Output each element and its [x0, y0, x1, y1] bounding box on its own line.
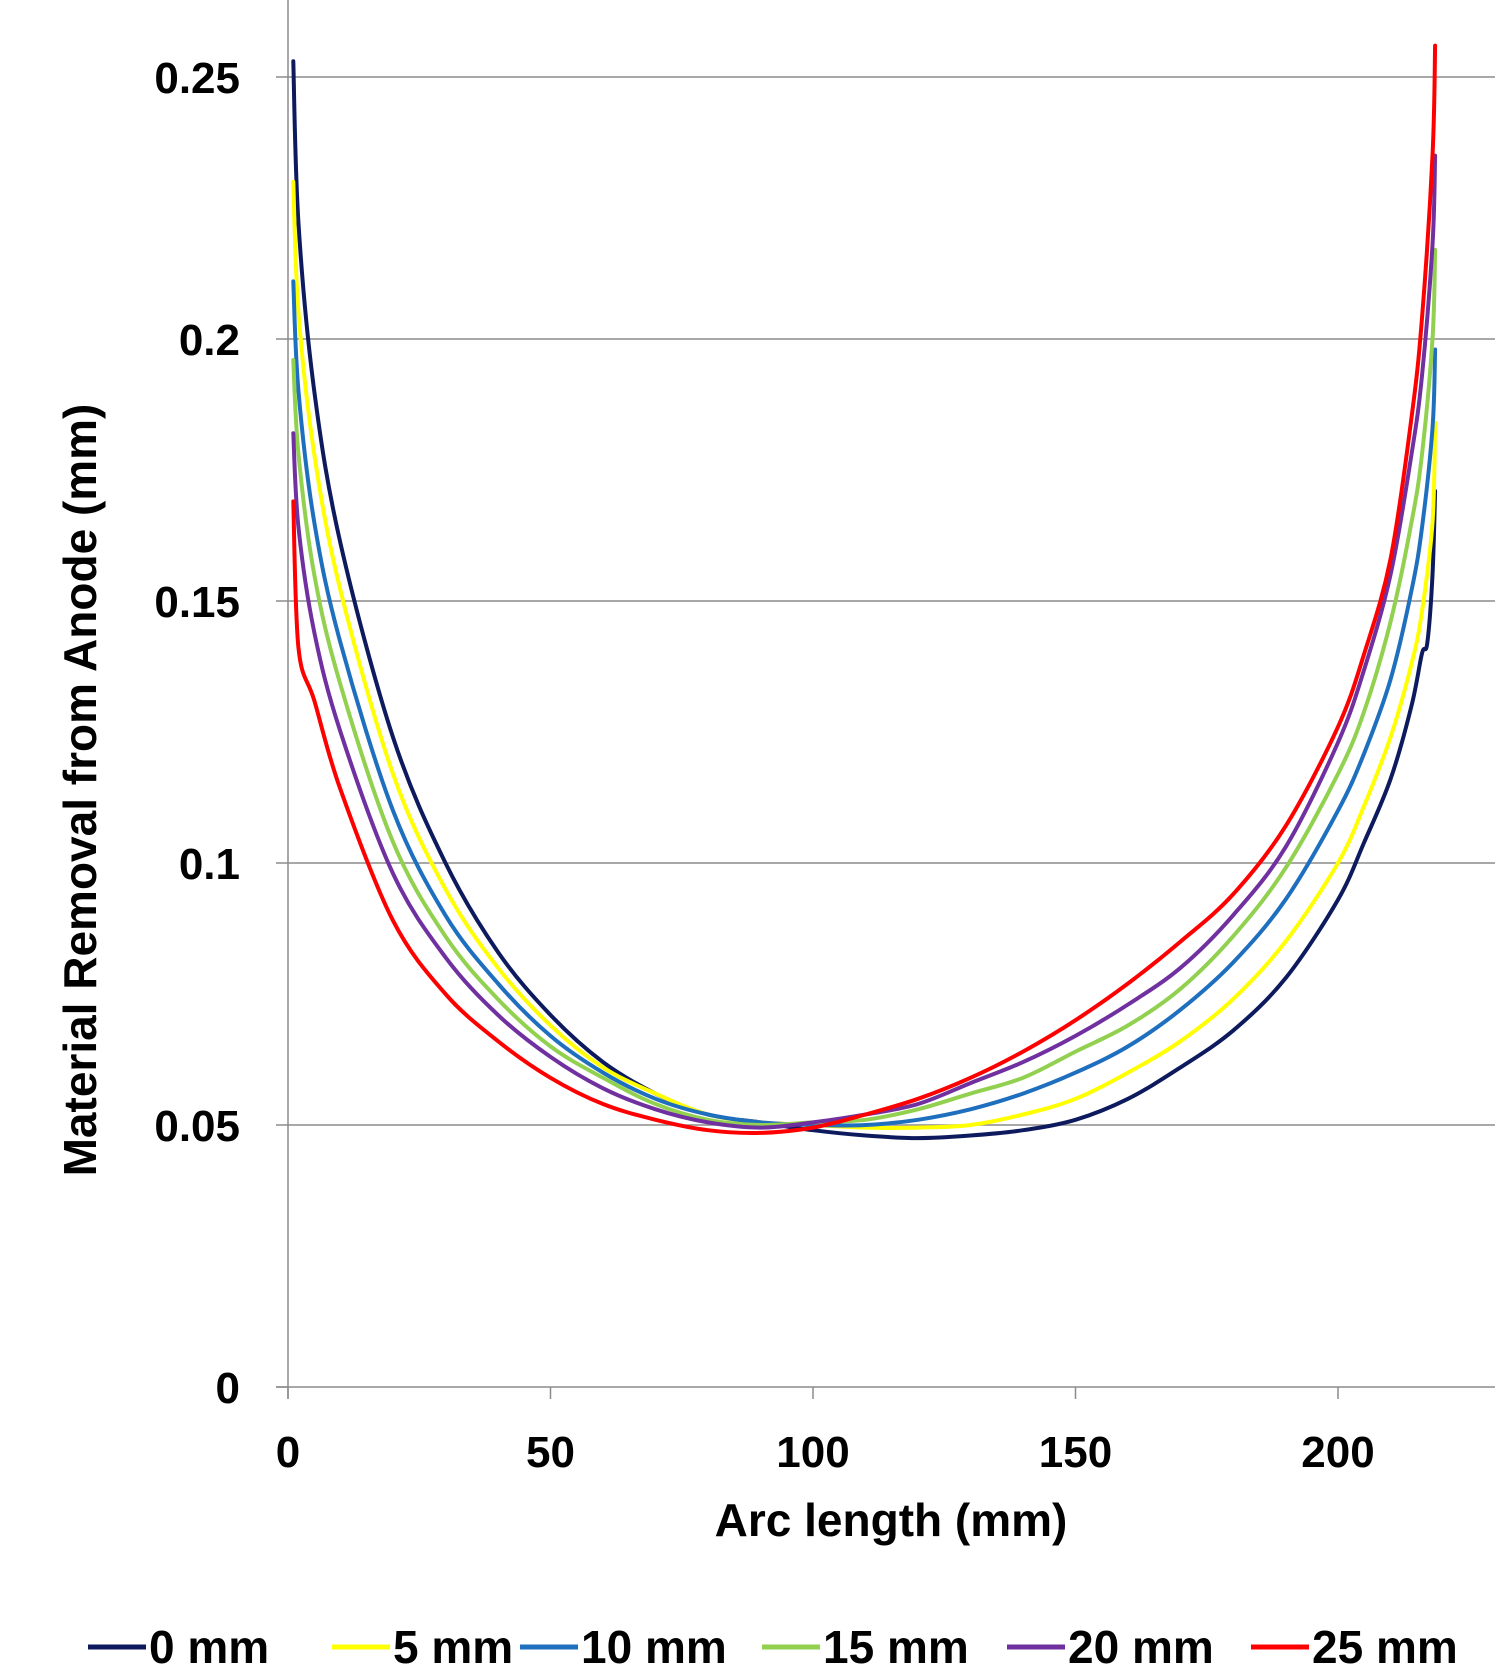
y-tick-label: 0.05: [154, 1102, 240, 1151]
legend-label-4: 20 mm: [1068, 1621, 1214, 1669]
series-line-5: [291, 43, 1438, 1135]
series-line-2: [291, 279, 1438, 1128]
legend-label-3: 15 mm: [823, 1621, 969, 1669]
legend-label-1: 5 mm: [393, 1621, 513, 1669]
series-line-3: [291, 247, 1438, 1128]
series-lines: [291, 43, 1438, 1141]
x-tick-label: 200: [1301, 1428, 1374, 1477]
legend-label-5: 25 mm: [1312, 1621, 1458, 1669]
series-line-0: [291, 59, 1438, 1141]
y-tick-label: 0.25: [154, 54, 240, 103]
y-axis-title: Material Removal from Anode (mm): [54, 404, 106, 1177]
gridlines: [288, 76, 1495, 1126]
x-tick-label: 150: [1039, 1428, 1112, 1477]
legend: 0 mm 5 mm 10 mm 15 mm 20 mm 25 mm: [88, 1621, 1458, 1669]
x-tick-labels: 0 50 100 150 200: [276, 1428, 1375, 1477]
y-tick-label: 0.2: [179, 316, 240, 365]
x-tick-label: 100: [776, 1428, 849, 1477]
x-axis-title: Arc length (mm): [715, 1494, 1068, 1546]
legend-label-2: 10 mm: [581, 1621, 727, 1669]
legend-label-0: 0 mm: [149, 1621, 269, 1669]
axes: [276, 0, 1495, 1399]
y-tick-labels: 0 0.05 0.1 0.15 0.2 0.25: [154, 54, 240, 1413]
x-tick-label: 0: [276, 1428, 300, 1477]
y-tick-label: 0.1: [179, 840, 240, 889]
x-tick-label: 50: [526, 1428, 575, 1477]
series-line-1: [291, 179, 1438, 1130]
series-line-4: [291, 153, 1438, 1130]
y-tick-label: 0: [216, 1364, 240, 1413]
y-tick-label: 0.15: [154, 578, 240, 627]
